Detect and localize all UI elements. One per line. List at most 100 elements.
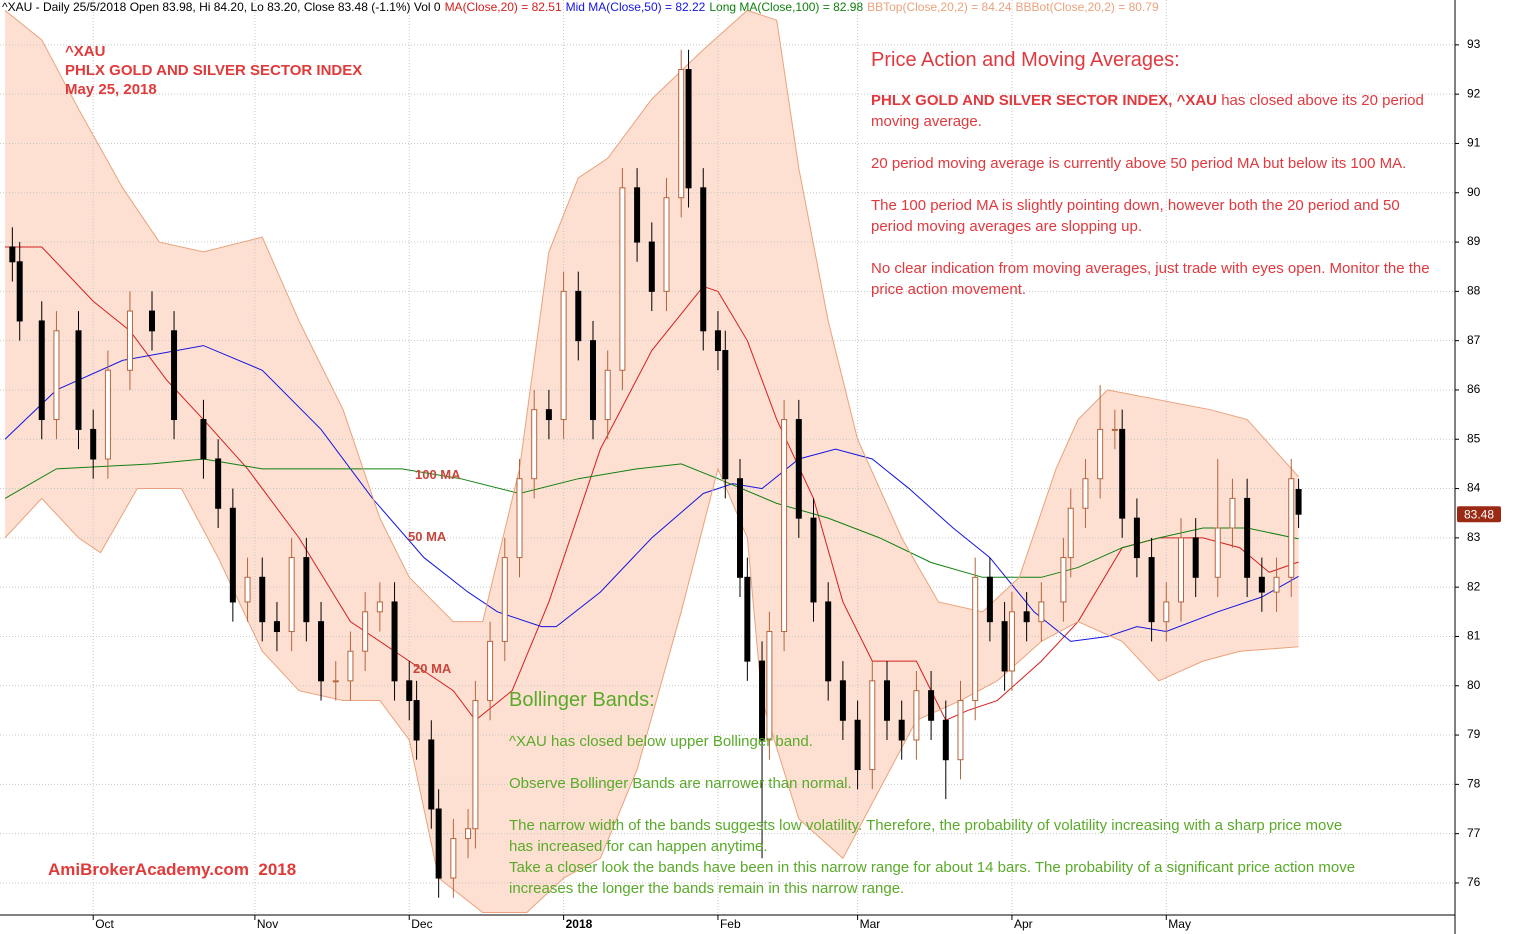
header: ^XAU - Daily 25/5/2018 Open 83.98, Hi 84… [2, 0, 1159, 14]
paragraph: Take a closer look the bands have been i… [509, 859, 1356, 897]
candle-body [1060, 557, 1067, 603]
y-tick-label: 92 [1467, 86, 1481, 100]
y-tick-label: 88 [1467, 284, 1481, 298]
y-tick-label: 84 [1467, 481, 1481, 495]
candle-body [986, 576, 993, 623]
candle-body [700, 187, 707, 332]
candle-body [854, 719, 861, 771]
candle-body [229, 507, 236, 603]
candle-body [16, 261, 23, 322]
legend-entry: BBBot(Close,20,2) = 80.79 [1015, 0, 1159, 14]
candle-body [435, 808, 442, 879]
candle-body [487, 640, 494, 702]
x-tick-label: Oct [95, 917, 114, 931]
bollinger-band-line [4, 467, 1299, 914]
candle-body [678, 69, 685, 199]
y-tick-label: 77 [1467, 826, 1481, 840]
candle-body [722, 350, 729, 480]
paragraph: No clear indication from moving averages… [871, 260, 1430, 298]
candle-body [957, 700, 964, 761]
candle-body [472, 700, 479, 830]
title-block: ^XAU PHLX GOLD AND SILVER SECTOR INDEX M… [65, 42, 362, 99]
y-tick-label: 79 [1467, 727, 1481, 741]
bollinger-title: Bollinger Bands: [509, 689, 655, 711]
candle-body [501, 557, 508, 642]
candle-body [1163, 601, 1170, 623]
legend-entry: Long MA(Close,100) = 82.98 [709, 0, 864, 14]
candle-body [1008, 611, 1015, 672]
candle-body [913, 690, 920, 741]
bollinger-commentary: Bollinger Bands: ^XAU has closed below u… [509, 686, 1359, 920]
y-tick-label: 80 [1467, 678, 1481, 692]
x-tick-label: Apr [1014, 917, 1033, 931]
x-tick-label: 2018 [566, 917, 593, 931]
y-tick-label: 86 [1467, 382, 1481, 396]
candle-body [1097, 428, 1104, 480]
candle-body [347, 650, 354, 682]
candle-body [332, 680, 339, 683]
candle-body [744, 576, 751, 662]
candle-body [1214, 527, 1221, 578]
candle-body [883, 680, 890, 721]
ma20-label: 20 MA [413, 661, 452, 676]
y-tick-label: 81 [1467, 629, 1481, 643]
candle-body [714, 330, 721, 352]
candle-body [942, 719, 949, 761]
candle-body [362, 611, 369, 652]
commentary: Price Action and Moving Averages: PHLX G… [871, 46, 1439, 321]
candle-body [391, 601, 398, 682]
candle-body [869, 680, 876, 771]
candle-body [126, 310, 133, 371]
candle-body [104, 369, 111, 460]
legend-entry: MA(Close,20) = 82.51 [444, 0, 562, 14]
x-tick-label: Mar [860, 917, 881, 931]
paragraph: ^XAU has closed below upper Bollinger ba… [509, 733, 813, 750]
candle-body [1192, 537, 1199, 578]
y-tick-label: 76 [1467, 875, 1481, 889]
paragraph: Observe Bollinger Bands are narrower tha… [509, 775, 852, 792]
candle-body [1258, 576, 1265, 593]
candle-body [1001, 621, 1008, 672]
ma50-label: 50 MA [408, 529, 447, 544]
candle-body [1244, 497, 1251, 578]
candle-body [839, 680, 846, 721]
ma100-label: 100 MA [415, 467, 461, 482]
candle-body [1119, 428, 1126, 519]
candle-body [634, 187, 641, 243]
candle-body [1177, 537, 1184, 603]
moving-average-line [4, 458, 1299, 578]
candle-body [1133, 517, 1140, 559]
paragraph: PHLX GOLD AND SILVER SECTOR INDEX, ^XAU … [871, 90, 1439, 132]
candle-body [148, 310, 155, 332]
legend-entry: Mid MA(Close,50) = 82.22 [565, 0, 706, 14]
candle-body [288, 557, 295, 633]
candle-body [53, 330, 60, 421]
candle-body [1082, 478, 1089, 509]
y-tick-label: 85 [1467, 431, 1481, 445]
candle-body [736, 478, 743, 578]
candle-body [244, 576, 251, 603]
price-tag-label: 83.48 [1464, 507, 1494, 521]
paragraph: The 100 period MA is slightly pointing d… [871, 197, 1400, 235]
watermark: AmiBrokerAcademy.com 2018 [48, 860, 297, 879]
paragraph: The narrow width of the bands suggests l… [509, 817, 1343, 855]
candle-body [781, 419, 788, 633]
moving-average-line [4, 345, 1299, 642]
candle-body [376, 601, 383, 613]
candle-body [215, 458, 222, 509]
index-name: PHLX GOLD AND SILVER SECTOR INDEX [65, 62, 363, 79]
candle-body [685, 69, 692, 189]
candle-body [604, 369, 611, 421]
candle-body [273, 621, 280, 633]
candle-body [1111, 428, 1118, 431]
bollinger-band-line [4, 9, 1299, 623]
candle-body [259, 576, 266, 623]
candle-body [810, 517, 817, 603]
candle-body [90, 428, 97, 460]
candle-body [303, 557, 310, 623]
y-tick-label: 93 [1467, 37, 1481, 51]
y-tick-label: 87 [1467, 333, 1481, 347]
candle-body [1295, 489, 1302, 515]
candle-body [38, 320, 45, 421]
